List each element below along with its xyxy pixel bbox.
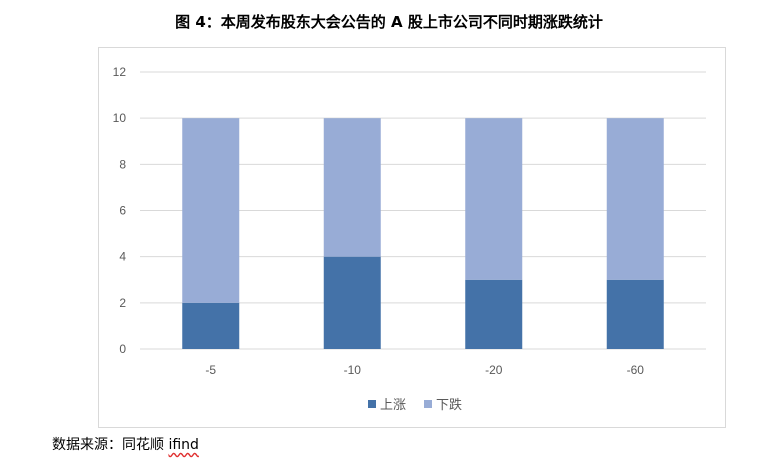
x-tick-label: -20 bbox=[485, 363, 503, 377]
x-tick-label: -10 bbox=[344, 363, 362, 377]
y-tick-label: 12 bbox=[113, 65, 127, 79]
legend-swatch-1 bbox=[368, 400, 376, 408]
y-tick-label: 2 bbox=[119, 296, 126, 310]
y-tick-label: 6 bbox=[119, 204, 126, 218]
bar-fall-1 bbox=[182, 118, 240, 303]
chart-title: 图 4：本周发布股东大会公告的 A 股上市公司不同时期涨跌统计 bbox=[175, 13, 603, 31]
legend-swatch-2 bbox=[424, 400, 432, 408]
legend-label-2: 下跌 bbox=[436, 397, 462, 413]
bar-fall-3 bbox=[465, 118, 523, 280]
bar-fall-2 bbox=[323, 118, 381, 257]
bar-rise-1 bbox=[182, 302, 240, 349]
legend-label-1: 上涨 bbox=[380, 398, 406, 413]
bar-fall-4 bbox=[606, 118, 664, 280]
bar-rise-4 bbox=[606, 279, 664, 349]
x-tick-label: -5 bbox=[205, 363, 216, 377]
data-source: 数据来源：同花顺 ifind bbox=[52, 434, 199, 454]
y-tick-label: 8 bbox=[119, 157, 126, 171]
bar-rise-3 bbox=[465, 279, 523, 349]
y-tick-label: 4 bbox=[119, 250, 126, 264]
x-tick-label: -60 bbox=[627, 363, 645, 377]
y-tick-label: 10 bbox=[113, 111, 127, 125]
source-brand: ifind bbox=[168, 437, 199, 453]
bar-rise-2 bbox=[323, 256, 381, 349]
y-tick-label: 0 bbox=[119, 342, 126, 356]
source-prefix: 数据来源：同花顺 bbox=[52, 437, 169, 453]
